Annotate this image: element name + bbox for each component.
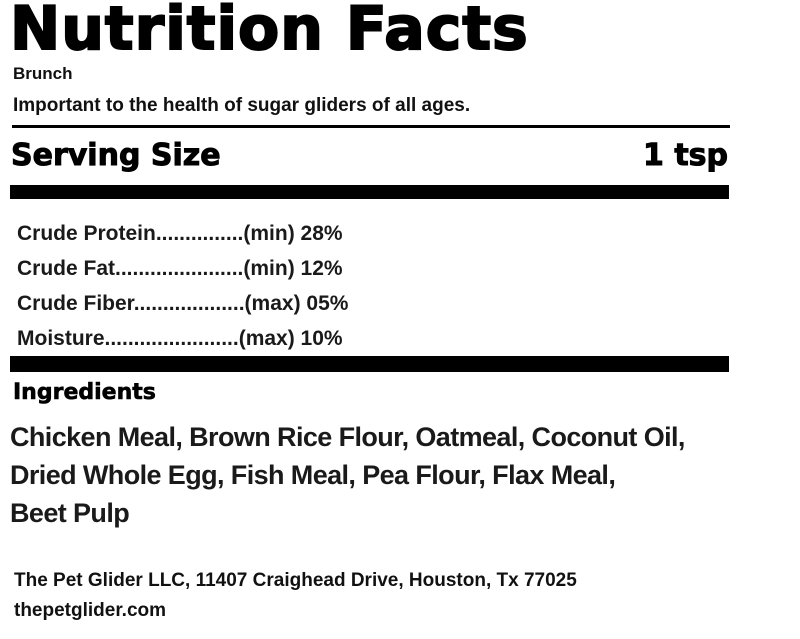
guaranteed-analysis: Crude Protein...............(min) 28% Cr… [17, 216, 348, 356]
divider-thick [10, 356, 729, 372]
serving-size-value: 1 tsp [643, 138, 729, 174]
analysis-row-crude-fiber: Crude Fiber...................(max) 05% [17, 292, 349, 315]
ingredients-line: Beet Pulp [10, 498, 130, 528]
divider-thick [10, 185, 729, 199]
ingredients-line: Dried Whole Egg, Fish Meal, Pea Flour, F… [10, 460, 616, 490]
ingredients-heading: Ingredients [13, 380, 156, 406]
analysis-row-crude-fat: Crude Fat......................(min) 12% [17, 257, 343, 280]
company-address: The Pet Glider LLC, 11407 Craighead Driv… [14, 570, 577, 591]
divider-thin [12, 125, 730, 128]
website-text: thepetglider.com [14, 600, 167, 621]
product-name: Brunch [13, 64, 73, 83]
product-tagline: Important to the health of sugar gliders… [13, 95, 471, 116]
serving-size-label: Serving Size [11, 138, 222, 174]
analysis-row-crude-protein: Crude Protein...............(min) 28% [17, 222, 343, 245]
label-title: Nutrition Facts [9, 0, 529, 65]
ingredients-list: Chicken Meal, Brown Rice Flour, Oatmeal,… [10, 418, 800, 532]
analysis-row-moisture: Moisture.......................(max) 10% [17, 327, 343, 350]
ingredients-line: Chicken Meal, Brown Rice Flour, Oatmeal,… [10, 422, 685, 452]
